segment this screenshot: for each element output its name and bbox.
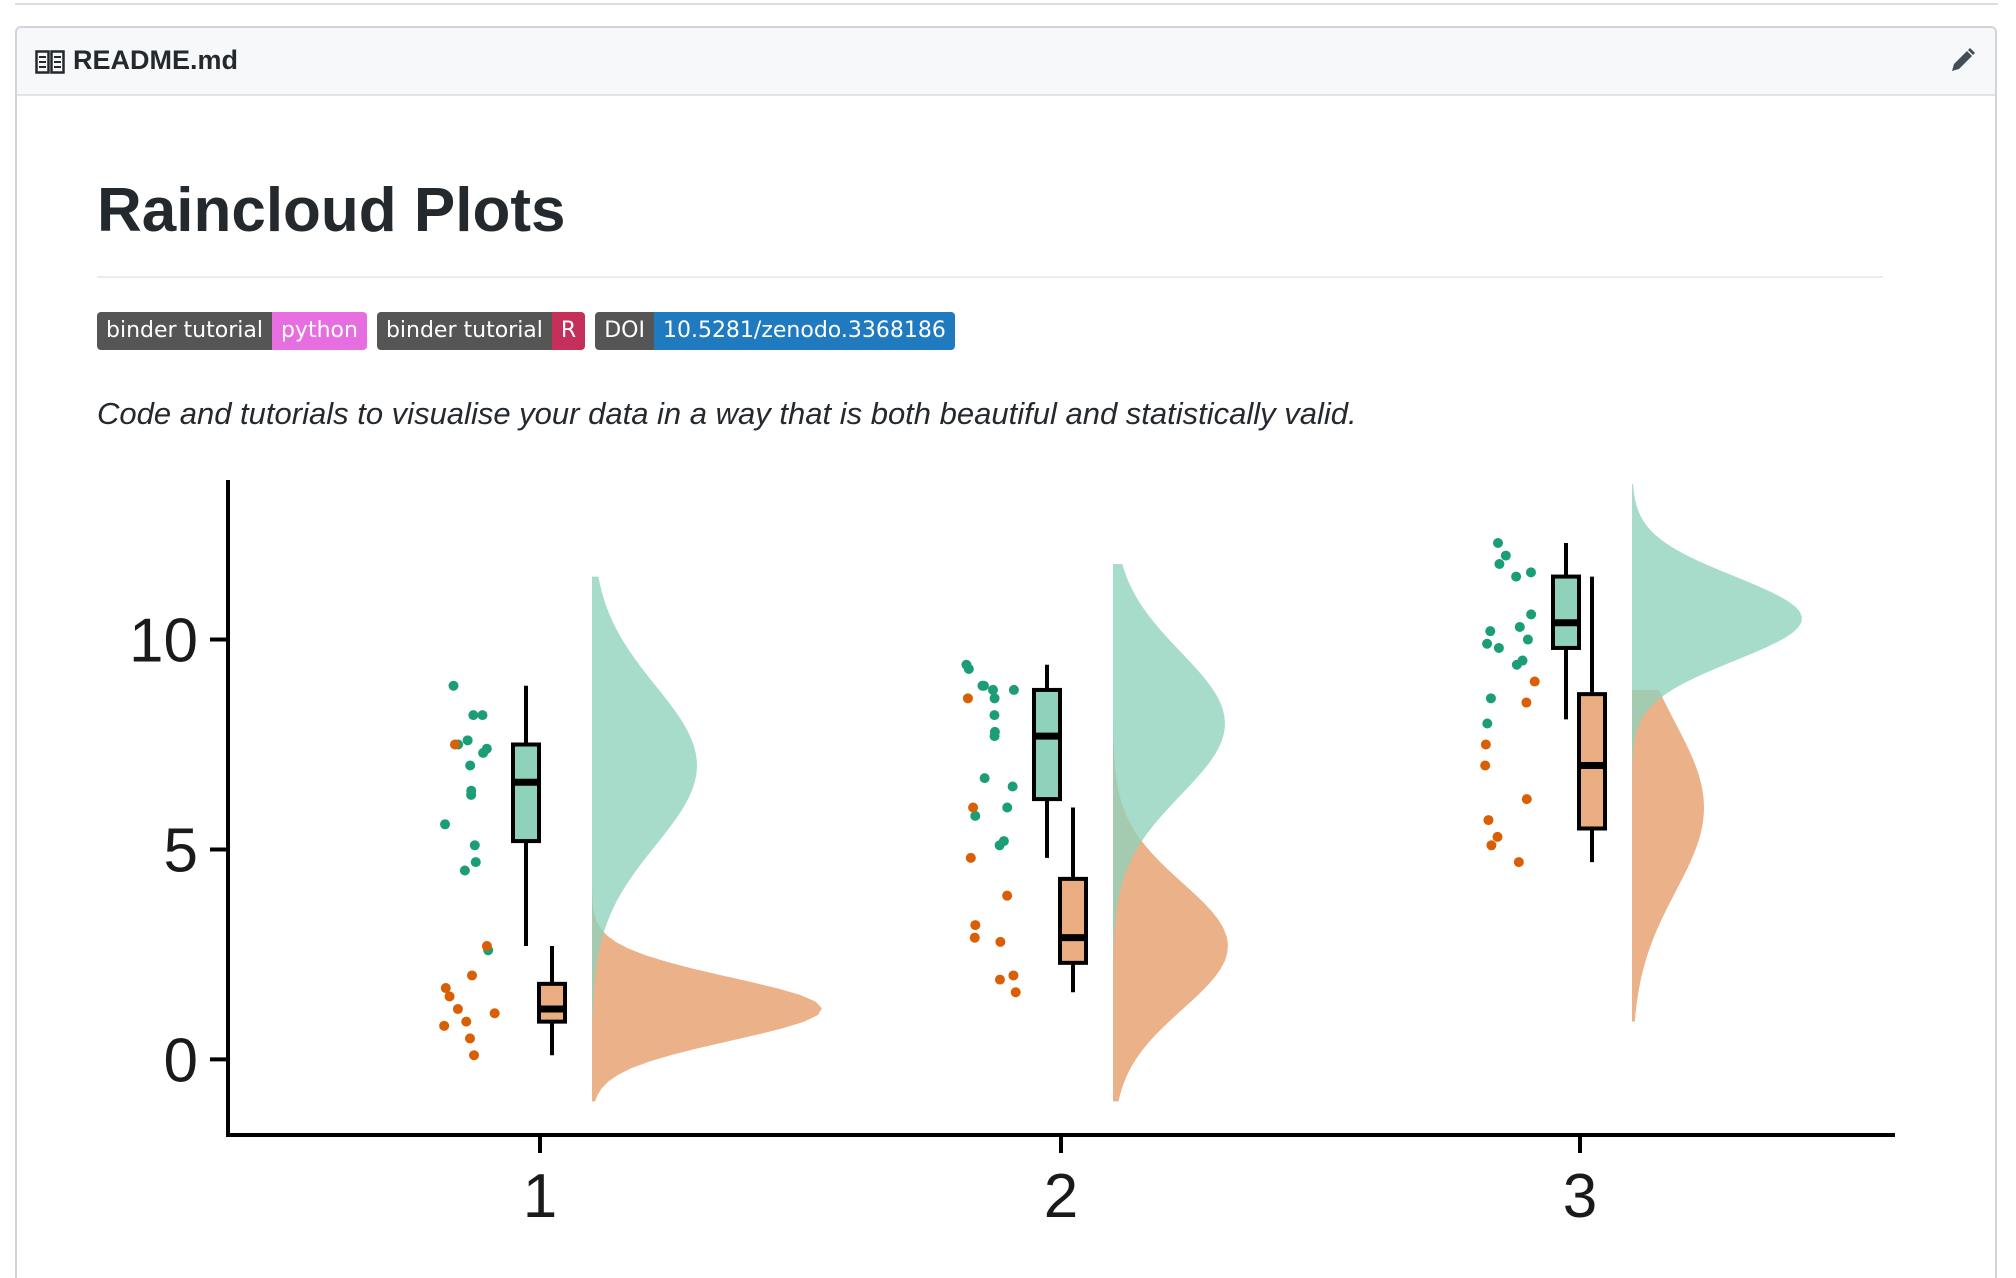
badge-label: binder tutorial (376, 312, 552, 350)
pencil-icon[interactable] (1947, 46, 1977, 76)
badge-value: 10.5281/zenodo.3368186 (653, 312, 955, 350)
title-divider (97, 276, 1883, 278)
badge-label: DOI (595, 312, 654, 350)
page-description: Code and tutorials to visualise your dat… (97, 396, 1357, 431)
binder-python-badge[interactable]: binder tutorial python (97, 312, 367, 350)
badge-label: binder tutorial (97, 312, 272, 350)
badge-value: python (271, 312, 367, 350)
doi-badge[interactable]: DOI 10.5281/zenodo.3368186 (595, 312, 955, 350)
badge-row: binder tutorial python binder tutorial R… (97, 312, 965, 350)
readme-file-name: README.md (73, 45, 239, 75)
page-title: Raincloud Plots (97, 176, 566, 245)
readme-header: README.md (17, 28, 1995, 96)
badge-value: R (551, 312, 586, 350)
binder-r-badge[interactable]: binder tutorial R (376, 312, 586, 350)
top-divider (15, 0, 1998, 5)
book-icon (35, 50, 65, 74)
